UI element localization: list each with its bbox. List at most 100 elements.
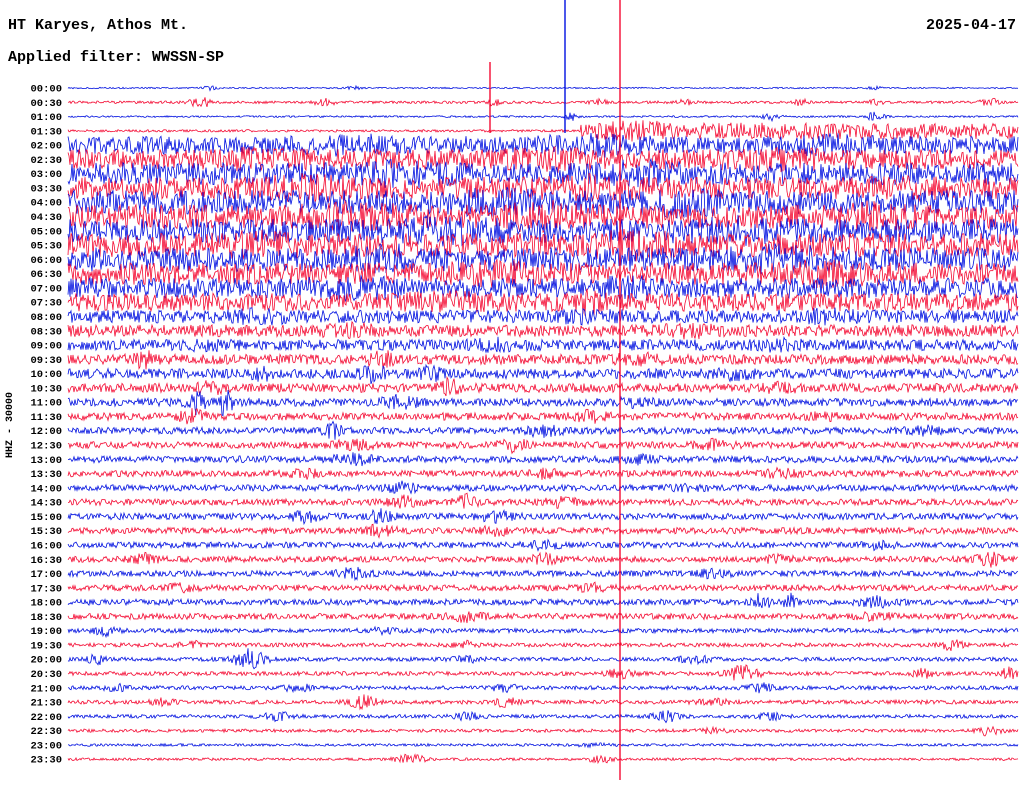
trace-row-1530 xyxy=(67,523,1019,539)
trace-row-0530 xyxy=(67,228,1019,262)
time-label: 10:30 xyxy=(30,383,62,395)
time-label: 07:00 xyxy=(30,283,62,295)
channel-gain-label: HHZ - 30000 xyxy=(5,392,16,458)
time-label: 22:00 xyxy=(30,712,62,724)
time-label: 00:00 xyxy=(30,84,62,96)
time-label: 21:30 xyxy=(30,698,62,710)
time-label: 05:00 xyxy=(30,226,62,238)
time-label: 09:30 xyxy=(30,355,62,367)
trace-row-0430 xyxy=(67,199,1019,233)
trace-row-1130 xyxy=(67,408,1019,425)
time-label: 23:00 xyxy=(30,740,62,752)
event-spikes-layer xyxy=(489,0,621,780)
trace-row-0030 xyxy=(67,97,1019,108)
time-label: 19:30 xyxy=(30,641,62,653)
trace-row-2300 xyxy=(67,741,1019,749)
trace-row-0000 xyxy=(67,84,1019,92)
trace-row-0200 xyxy=(67,133,1019,158)
trace-row-1430 xyxy=(68,492,1019,509)
time-label: 11:00 xyxy=(30,398,62,410)
time-label: 13:00 xyxy=(30,455,62,467)
trace-row-1730 xyxy=(67,581,1019,594)
trace-row-2230 xyxy=(67,725,1019,737)
trace-row-0230 xyxy=(67,146,1019,173)
trace-row-0730 xyxy=(67,288,1019,316)
time-label: 18:30 xyxy=(30,612,62,624)
time-label: 19:00 xyxy=(30,626,62,638)
time-label: 09:00 xyxy=(30,341,62,353)
filter-label: Applied filter: WWSSN-SP xyxy=(8,49,224,66)
trace-row-1800 xyxy=(67,592,1019,609)
trace-row-1230 xyxy=(67,437,1019,455)
time-label: 08:00 xyxy=(30,312,62,324)
trace-row-2000 xyxy=(67,648,1019,670)
time-label: 15:00 xyxy=(30,512,62,524)
header-date: 2025-04-17 xyxy=(926,17,1016,34)
time-label: 16:00 xyxy=(30,541,62,553)
trace-row-1630 xyxy=(67,551,1019,568)
time-label: 03:00 xyxy=(30,169,62,181)
trace-row-1600 xyxy=(67,538,1019,552)
trace-row-0630 xyxy=(67,258,1019,289)
trace-row-1930 xyxy=(67,639,1019,652)
station-title: HT Karyes, Athos Mt. xyxy=(8,17,188,34)
time-label: 14:30 xyxy=(30,498,62,510)
time-label: 18:00 xyxy=(30,598,62,610)
trace-row-0900 xyxy=(67,335,1019,354)
time-label: 12:30 xyxy=(30,441,62,453)
trace-row-1000 xyxy=(67,363,1019,385)
time-label: 02:30 xyxy=(30,155,62,167)
trace-row-2130 xyxy=(67,694,1019,711)
time-label: 14:00 xyxy=(30,483,62,495)
trace-row-1700 xyxy=(67,566,1019,582)
trace-row-0930 xyxy=(67,350,1019,370)
time-label: 21:00 xyxy=(30,683,62,695)
time-label: 03:30 xyxy=(30,184,62,196)
trace-row-0330 xyxy=(67,173,1019,203)
time-label: 04:00 xyxy=(30,198,62,210)
time-label: 07:30 xyxy=(30,298,62,310)
trace-row-1900 xyxy=(67,625,1019,639)
time-label: 11:30 xyxy=(30,412,62,424)
trace-row-0100 xyxy=(67,111,1019,123)
trace-row-1300 xyxy=(67,452,1019,467)
time-label: 20:00 xyxy=(30,655,62,667)
time-label: 04:30 xyxy=(30,212,62,224)
trace-row-0600 xyxy=(67,243,1019,275)
time-label: 12:00 xyxy=(30,426,62,438)
trace-row-0400 xyxy=(67,186,1019,219)
trace-row-1100 xyxy=(67,389,1019,417)
time-label: 16:30 xyxy=(30,555,62,567)
time-label: 06:30 xyxy=(30,269,62,281)
time-label: 13:30 xyxy=(30,469,62,481)
trace-row-2030 xyxy=(67,664,1019,681)
trace-row-1400 xyxy=(67,480,1019,495)
time-label: 00:30 xyxy=(30,98,62,110)
time-label: 15:30 xyxy=(30,526,62,538)
trace-row-1830 xyxy=(67,611,1019,624)
trace-row-0830 xyxy=(67,320,1019,340)
trace-row-0500 xyxy=(67,214,1019,247)
time-label: 22:30 xyxy=(30,726,62,738)
time-label: 01:00 xyxy=(30,112,62,124)
time-label: 05:30 xyxy=(30,241,62,253)
trace-row-1500 xyxy=(67,508,1019,526)
trace-row-1030 xyxy=(67,375,1019,397)
trace-row-0300 xyxy=(67,157,1019,188)
time-label: 17:00 xyxy=(30,569,62,581)
time-label: 08:30 xyxy=(30,326,62,338)
trace-row-2100 xyxy=(67,682,1019,694)
trace-row-0800 xyxy=(67,307,1019,326)
time-label: 06:00 xyxy=(30,255,62,267)
time-label: 10:00 xyxy=(30,369,62,381)
time-label: 01:30 xyxy=(30,126,62,138)
trace-row-1200 xyxy=(67,420,1019,440)
trace-row-0700 xyxy=(67,275,1019,302)
time-label: 23:30 xyxy=(30,755,62,767)
time-label: 20:30 xyxy=(30,669,62,681)
trace-row-1330 xyxy=(67,466,1019,480)
time-label: 02:00 xyxy=(30,141,62,153)
trace-row-2200 xyxy=(67,710,1019,724)
trace-rows-layer: 00:00 00:30 01:00 01:30 02:00 02:30 03:00 03:30… xyxy=(30,84,1019,767)
